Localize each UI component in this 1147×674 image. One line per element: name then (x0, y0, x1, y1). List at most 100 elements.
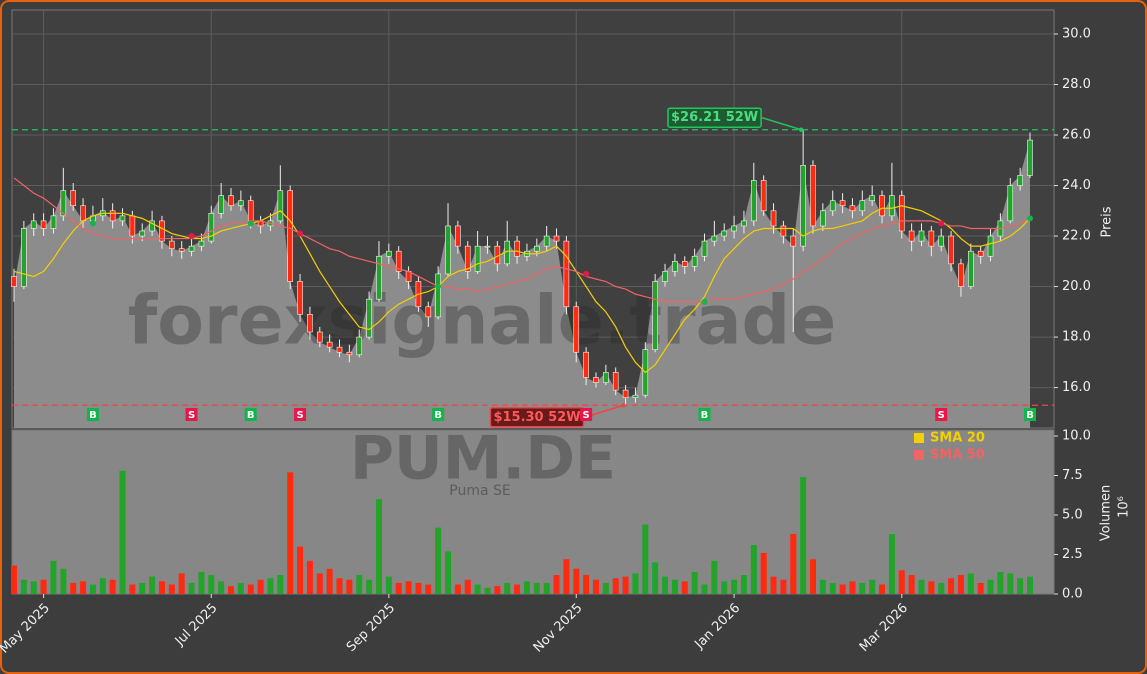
candle-body (178, 248, 185, 252)
annotation-label: $26.21 52W (671, 110, 758, 125)
candle-body (159, 220, 165, 242)
volume-bar (681, 581, 688, 594)
volume-bar (908, 575, 915, 594)
signal-label: S (188, 410, 195, 421)
y-tick-label: 16.0 (1062, 380, 1091, 395)
candle-body (218, 195, 224, 214)
legend-label: SMA 50 (930, 448, 985, 463)
candle-body (198, 240, 205, 247)
legend-swatch (914, 433, 924, 443)
candle-body (701, 240, 708, 257)
volume-bar (494, 586, 501, 594)
volume-bar (938, 582, 945, 594)
signal-dot (583, 270, 590, 277)
signal-label: S (938, 410, 945, 421)
signal-dot (89, 220, 96, 227)
signal-label: B (89, 410, 97, 421)
volume-bar (218, 581, 225, 594)
volume-bar (800, 477, 807, 594)
volume-bar (99, 578, 106, 594)
volume-bar (336, 578, 343, 594)
arrow-head (798, 127, 804, 132)
volume-bar (750, 545, 757, 594)
candle-body (149, 220, 155, 232)
volume-bar (1027, 576, 1033, 594)
volume-bar (652, 562, 659, 594)
volume-bar (740, 575, 747, 594)
volume-bar (583, 575, 590, 594)
candle-body (938, 235, 945, 247)
candle-body (366, 298, 372, 338)
volume-bar (948, 578, 955, 594)
candle-body (751, 180, 757, 222)
volume-bar (731, 579, 738, 594)
volume-bar (780, 579, 787, 594)
watermarks: forexsignale.trade PUM.DE Puma SE (128, 282, 837, 499)
candle-body (612, 372, 619, 391)
signal-box (294, 408, 307, 421)
signal-dot (1027, 215, 1033, 222)
y-tick-label: 22.0 (1062, 229, 1091, 244)
volume-bar (553, 575, 560, 594)
volume-bar (178, 573, 185, 594)
candle-body (918, 230, 925, 242)
volume-bar (326, 568, 333, 594)
volume-bar (366, 579, 373, 594)
volume-bar (375, 499, 382, 594)
sma-line (13, 205, 1031, 374)
candle-body (30, 220, 37, 229)
candle-body (435, 273, 441, 318)
candle-body (238, 200, 244, 207)
signal-label: B (1026, 410, 1034, 421)
volume-bar (701, 584, 708, 594)
volume-bar (80, 581, 87, 594)
y-tick-label: 28.0 (1062, 77, 1091, 92)
volume-bar (1007, 573, 1014, 594)
candle-body (563, 240, 570, 308)
candle-body (928, 230, 935, 247)
volume-bar (405, 581, 412, 594)
signal-dot (297, 230, 304, 237)
candle-body (40, 220, 47, 229)
annotation-label: $15.30 52W (493, 410, 580, 425)
candle-body (425, 306, 432, 318)
volume-tick-label: 5.0 (1062, 508, 1083, 523)
candle-body (829, 200, 836, 212)
volume-bar (306, 560, 313, 594)
volume-bar (563, 559, 570, 594)
candle-body (80, 205, 86, 222)
candle-body (908, 230, 915, 242)
candle-body (839, 200, 846, 207)
volume-bar (474, 584, 481, 594)
candle-body (553, 235, 560, 242)
company-watermark: Puma SE (449, 483, 510, 499)
volume-bar (149, 576, 156, 594)
signal-label: B (247, 410, 255, 421)
volume-bar (622, 576, 629, 594)
candle-body (810, 165, 816, 227)
candle-body (70, 190, 76, 207)
candle-body (948, 235, 954, 265)
volume-bar (859, 582, 866, 594)
volume-bar (967, 573, 974, 594)
volume-bar (454, 584, 461, 594)
volume-bar (839, 584, 846, 594)
annotation-box (667, 107, 762, 128)
candle-body (672, 261, 678, 272)
volume-bar (770, 576, 777, 594)
candle-body (889, 195, 895, 217)
candle-body (780, 225, 787, 237)
candle-body (691, 255, 698, 267)
candle-body (622, 389, 629, 398)
volume-bar (888, 533, 895, 594)
signal-label: S (296, 410, 303, 421)
volume-bar (721, 581, 728, 594)
candle-body (445, 225, 451, 275)
volume-bar (809, 559, 816, 594)
volume-bar (928, 581, 935, 594)
signal-dot (435, 283, 442, 290)
volume-bar (869, 579, 876, 594)
candle-body (50, 215, 57, 229)
candle-body (879, 195, 885, 217)
legend-label: SMA 20 (930, 431, 985, 446)
